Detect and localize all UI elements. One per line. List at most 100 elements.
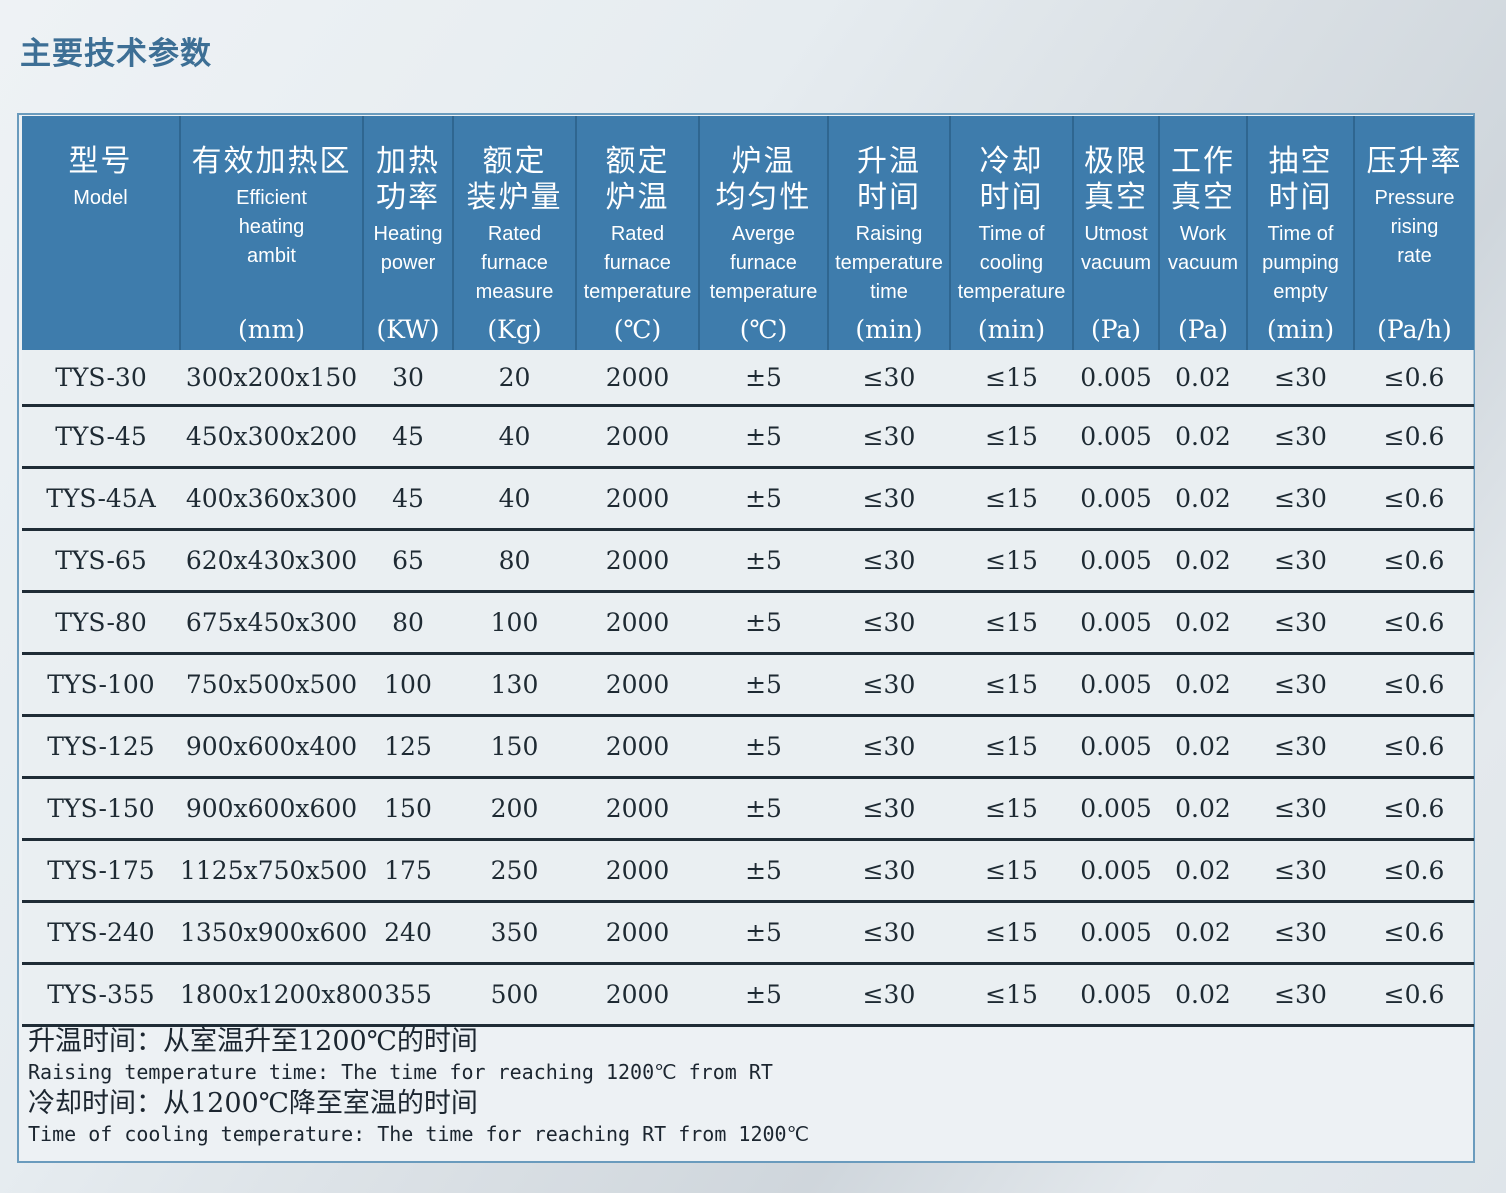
table-cell: 0.02 [1159,350,1247,407]
table-cell: ≤15 [950,901,1073,965]
column-unit: (Pa) [1090,315,1142,344]
table-row: TYS-125 900x600x400 125 150 2000 ±5 ≤30 ≤15 0.00… [22,715,1474,779]
table-cell: ≤30 [828,529,950,593]
table-cell: ≤30 [828,777,950,841]
table-cell: ≤15 [950,653,1073,717]
table-cell: ≤15 [950,405,1073,469]
table-cell: ≤15 [950,963,1073,1027]
note-cooling-zh: 冷却时间：从1200℃降至室温的时间 [28,1088,478,1119]
table-cell: ≤30 [1247,591,1354,655]
model-cell: TYS-80 [22,591,180,655]
table-cell: 65 [363,529,453,593]
column-unit: (Pa/h) [1377,315,1452,344]
model-cell: TYS-240 [22,901,180,965]
table-cell: ≤30 [828,350,950,407]
page-title: 主要技术参数 [20,36,212,72]
table-cell: ≤0.6 [1354,405,1474,469]
table-row: TYS-100 750x500x500 100 130 2000 ±5 ≤30 ≤15 0.00… [22,653,1474,717]
column-header-zh: 炉温 均匀性 [715,144,812,215]
table-cell: ≤0.6 [1354,350,1474,407]
column-unit: (min) [855,315,923,344]
table-cell: 2000 [576,901,699,965]
table-row: TYS-150 900x600x600 150 200 2000 ±5 ≤30 ≤15 0.00… [22,777,1474,841]
table-row: TYS-355 1800x1200x800 355 500 2000 ±5 ≤30 ≤15 0.… [22,963,1474,1027]
table-cell: ±5 [699,653,828,717]
table-cell: 40 [453,405,576,469]
column-header: 加热 功率 Heating power (KW) [363,116,454,350]
model-cell: TYS-100 [22,653,180,717]
column-header-en: Efficient heating ambit [236,187,307,267]
table-cell: 400x360x300 [180,467,363,531]
column-unit: (min) [977,315,1046,344]
table-cell: 0.005 [1073,405,1159,469]
column-header-zh: 有效加热区 [191,144,352,179]
table-cell: 45 [363,405,453,469]
table-cell: 1125x750x500 [180,839,367,903]
column-header: 有效加热区 Efficient heating ambit (mm) [180,116,364,350]
table-cell: 20 [453,350,576,407]
table-cell: ≤30 [1247,963,1354,1027]
column-header-en: Heating power [373,223,443,274]
column-header-zh: 冷却 时间 [979,144,1044,215]
table-cell: 0.02 [1159,467,1247,531]
column-header-en: Work vacuum [1167,223,1239,274]
table-cell: 0.02 [1159,777,1247,841]
table-cell: 0.005 [1073,653,1159,717]
column-header-en: Pressure rising rate [1374,187,1455,267]
table-cell: 1350x900x600 [180,901,367,965]
table-cell: 750x500x500 [180,653,363,717]
spec-table: 型号 Model 有效加热区 Efficient heating ambit (mm) 加… [22,116,1474,1027]
table-cell: 2000 [576,777,699,841]
table-row: TYS-45 450x300x200 45 40 2000 ±5 ≤30 ≤15 0.005 0.… [22,405,1474,469]
table-cell: ≤0.6 [1354,467,1474,531]
table-cell: 0.005 [1073,350,1159,407]
model-cell: TYS-30 [22,350,180,407]
table-cell: ≤0.6 [1354,529,1474,593]
column-header: 升温 时间 Raising temperature time (min) [828,116,951,350]
table-cell: 450x300x200 [180,405,363,469]
column-header: 极限 真空 Utmost vacuum (Pa) [1073,116,1160,350]
table-cell: ≤15 [950,467,1073,531]
table-cell: ≤0.6 [1354,653,1474,717]
column-header: 额定 装炉量 Rated furnace measure (Kg) [453,116,577,350]
table-cell: ≤0.6 [1354,839,1474,903]
column-header-en: Raising temperature time [835,223,943,303]
table-cell: 0.02 [1159,715,1247,779]
column-header: 型号 Model [22,116,181,350]
model-cell: TYS-65 [22,529,180,593]
table-cell: 240 [363,901,453,965]
column-header-zh: 额定 装炉量 [466,144,563,215]
column-unit: (Pa) [1177,315,1229,344]
table-cell: 2000 [576,839,699,903]
table-cell: 350 [453,901,576,965]
model-cell: TYS-45A [22,467,180,531]
table-cell: ≤30 [1247,901,1354,965]
note-raising-zh: 升温时间：从室温升至1200℃的时间 [28,1026,478,1057]
table-cell: 0.02 [1159,405,1247,469]
table-body: TYS-30 300x200x150 30 20 2000 ±5 ≤30 ≤15 0.005 0.… [22,350,1474,1027]
table-cell: 30 [363,350,453,407]
table-cell: ≤0.6 [1354,591,1474,655]
table-cell: 2000 [576,467,699,531]
table-cell: ≤30 [828,901,950,965]
table-cell: 125 [363,715,453,779]
column-header-en: Rated furnace temperature [583,223,692,303]
table-cell: ≤30 [828,591,950,655]
table-cell: 2000 [576,350,699,407]
table-cell: ≤15 [950,777,1073,841]
table-cell: ≤15 [950,839,1073,903]
column-header-zh: 额定 炉温 [605,144,670,215]
column-header-zh: 升温 时间 [857,144,921,215]
table-header-row: 型号 Model 有效加热区 Efficient heating ambit (mm) 加… [22,116,1474,350]
table-cell: 620x430x300 [180,529,363,593]
table-row: TYS-30 300x200x150 30 20 2000 ±5 ≤30 ≤15 0.005 0.… [22,350,1474,407]
column-header-en: Time of pumping empty [1262,223,1339,303]
table-cell: 2000 [576,963,699,1027]
table-row: TYS-45A 400x360x300 45 40 2000 ±5 ≤30 ≤15 0.005 0… [22,467,1474,531]
table-cell: 900x600x600 [180,777,363,841]
table-cell: 130 [453,653,576,717]
table-cell: 1800x1200x800 [180,963,383,1027]
table-cell: ≤15 [950,591,1073,655]
table-row: TYS-65 620x430x300 65 80 2000 ±5 ≤30 ≤15 0.005 0.… [22,529,1474,593]
column-header-zh: 极限 真空 [1084,144,1148,215]
